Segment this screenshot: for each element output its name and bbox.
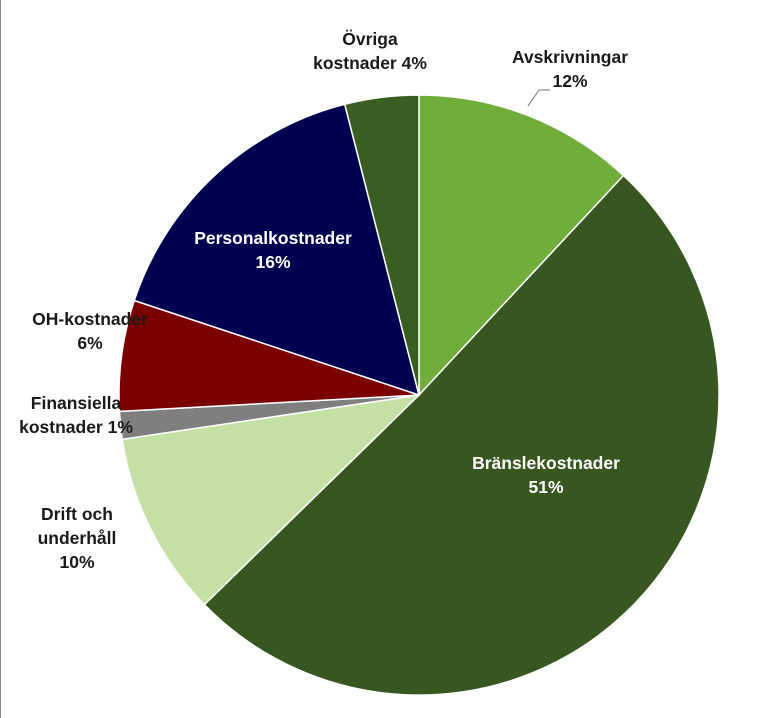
pie-slice-personalkostnader <box>133 103 421 397</box>
pie-slice-drift-och-underhall <box>121 393 422 606</box>
slice-label-personalkostnader: Personalkostnader 16% <box>194 228 352 272</box>
pie-slice-ovriga-kostnader <box>343 94 420 396</box>
slice-label-line: Övriga <box>342 29 398 49</box>
leader-lines <box>527 89 550 107</box>
slice-label-ovriga-kostnader: Övriga kostnader 4% <box>313 29 427 73</box>
slice-label-line: kostnader 4% <box>313 53 427 73</box>
slice-label-line: Bränslekostnader <box>472 453 620 473</box>
slice-label-line: 6% <box>77 333 103 353</box>
slice-label-line: 51% <box>528 477 563 497</box>
slice-label-line: kostnader 1% <box>19 417 133 437</box>
slice-label-line: 10% <box>59 552 94 572</box>
slice-label-line: Finansiella <box>31 393 122 413</box>
pie-slices <box>118 94 720 696</box>
slice-label-line: underhåll <box>38 528 117 548</box>
slice-label-line: Avskrivningar <box>512 47 628 67</box>
slice-label-line: 12% <box>552 71 587 91</box>
slice-label-finansiella-kostnader: Finansiella kostnader 1% <box>19 393 133 437</box>
pie-slice-branslekostnader <box>203 174 720 696</box>
slice-labels: Avskrivningar 12% Bränslekostnader 51% Drift… <box>19 29 628 572</box>
slice-label-line: 16% <box>255 252 290 272</box>
slice-label-branslekostnader: Bränslekostnader 51% <box>472 453 620 497</box>
slice-label-drift-och-underhall: Drift och underhåll 10% <box>38 504 117 572</box>
leader-line-avskrivningar <box>527 89 550 107</box>
slice-label-line: Personalkostnader <box>194 228 352 248</box>
slice-label-oh-kostnader: OH-kostnader 6% <box>32 309 148 353</box>
slice-label-avskrivningar: Avskrivningar 12% <box>512 47 628 91</box>
pie-slice-avskrivningar <box>418 94 625 397</box>
slice-label-line: OH-kostnader <box>32 309 148 329</box>
slice-label-line: Drift och <box>41 504 113 524</box>
